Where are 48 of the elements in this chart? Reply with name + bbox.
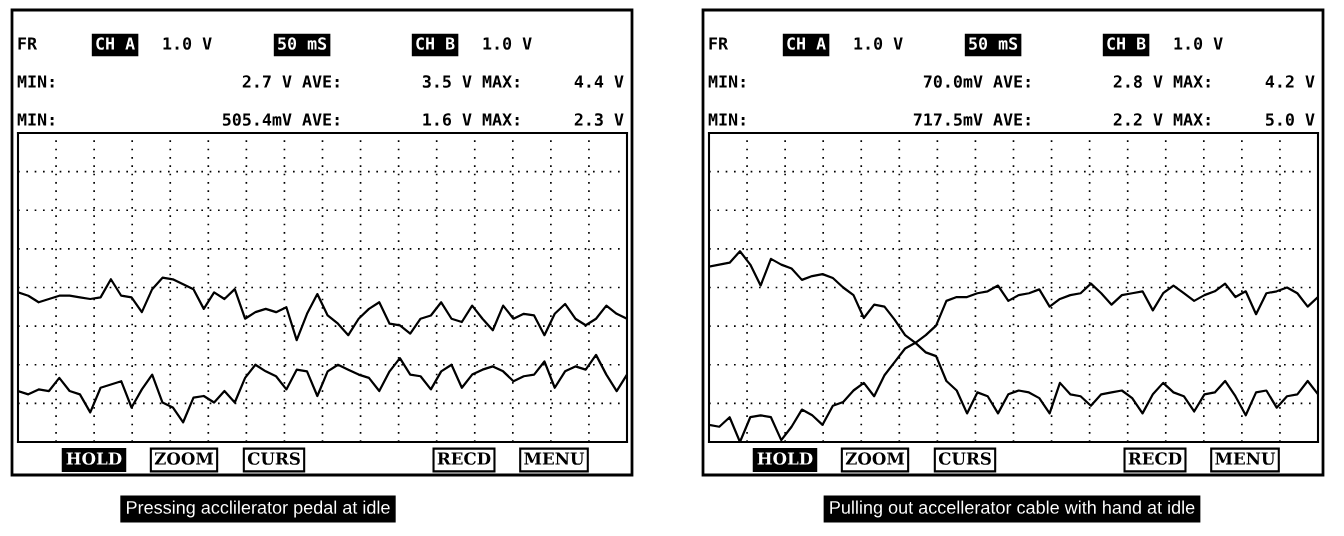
text: 505.4mV: [222, 113, 292, 126]
text: MAX:: [1173, 113, 1210, 126]
text: HOLD: [66, 452, 122, 465]
text: ZOOM: [845, 452, 905, 465]
text: CURS: [247, 452, 300, 465]
text: MIN:: [708, 75, 745, 88]
text: 1.0 V: [854, 37, 903, 50]
text: 70.0mV: [923, 75, 983, 88]
text: MENU: [524, 452, 585, 465]
text: MAX:: [482, 75, 519, 88]
text: CH A: [96, 37, 135, 50]
text: MENU: [1215, 452, 1276, 465]
text: CH B: [416, 37, 455, 50]
text: ZOOM: [154, 452, 214, 465]
text: MIN:: [708, 113, 745, 126]
text: 2.8 V: [1113, 75, 1163, 88]
text: RECD: [1128, 452, 1182, 465]
text: Pulling out accellerator cable with hand at idle: [830, 500, 1195, 518]
text: 1.0 V: [483, 37, 532, 50]
text: 50 mS: [969, 37, 1018, 50]
text: MAX:: [482, 113, 519, 126]
text: AVE:: [302, 75, 339, 88]
text: FR: [709, 37, 729, 50]
text: MIN:: [17, 113, 54, 126]
text: FR: [18, 37, 38, 50]
text: 3.5 V: [422, 75, 472, 88]
text: CURS: [938, 452, 991, 465]
text: AVE:: [993, 75, 1030, 88]
text: HOLD: [757, 452, 813, 465]
text: 1.0 V: [163, 37, 212, 50]
text: MAX:: [1173, 75, 1210, 88]
text: 2.2 V: [1113, 113, 1163, 126]
text: AVE:: [993, 113, 1030, 126]
text: 50 mS: [278, 37, 327, 50]
text: CH B: [1107, 37, 1146, 50]
text: CH A: [787, 37, 826, 50]
text: AVE:: [302, 113, 339, 126]
text: Pressing acclilerator pedal at idle: [127, 500, 390, 518]
text: 4.4 V: [574, 75, 624, 88]
text: 4.2 V: [1265, 75, 1315, 88]
text: 2.3 V: [574, 113, 624, 126]
text: RECD: [437, 452, 491, 465]
text: 1.0 V: [1174, 37, 1223, 50]
text: 717.5mV: [913, 113, 983, 126]
text: 2.7 V: [242, 75, 292, 88]
text: MIN:: [17, 75, 54, 88]
text: 5.0 V: [1265, 113, 1315, 126]
text: 1.6 V: [423, 113, 472, 126]
